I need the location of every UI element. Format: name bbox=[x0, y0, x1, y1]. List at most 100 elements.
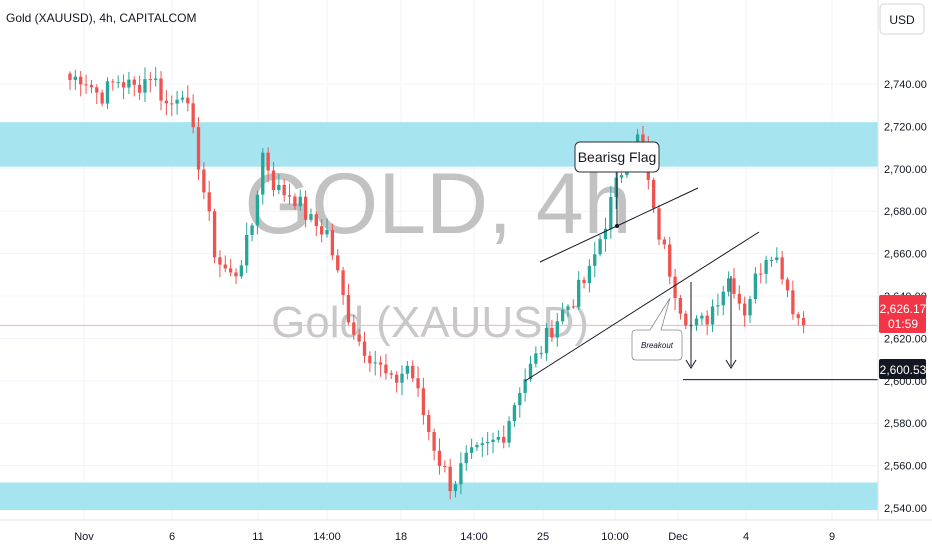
candle bbox=[801, 311, 806, 334]
candle bbox=[743, 296, 747, 327]
candle bbox=[362, 331, 367, 364]
candle bbox=[164, 90, 169, 116]
flag-label-dot bbox=[615, 224, 619, 228]
candle bbox=[571, 299, 575, 310]
time-tick-label: Dec bbox=[668, 531, 688, 543]
candle-body bbox=[159, 78, 163, 101]
candle-body bbox=[73, 76, 78, 80]
countdown-label: 01:59 bbox=[888, 317, 918, 331]
candle-body bbox=[469, 447, 474, 453]
candle-body bbox=[202, 169, 206, 193]
candle bbox=[127, 71, 131, 95]
candle bbox=[341, 266, 345, 305]
time-axis-background bbox=[0, 520, 932, 550]
candle-body bbox=[502, 436, 506, 443]
candle-body bbox=[710, 306, 715, 325]
target-price-label: 2,600.53 bbox=[880, 363, 927, 377]
symbol-title: Gold (XAUUSD), 4h, CAPITALCOM bbox=[6, 11, 197, 25]
candle-body bbox=[314, 214, 318, 227]
candle-body bbox=[325, 229, 329, 235]
target-arrow-2-head bbox=[725, 359, 737, 369]
candle bbox=[582, 276, 586, 289]
candle bbox=[218, 250, 222, 278]
candle-body bbox=[566, 306, 570, 310]
candle-body bbox=[84, 84, 88, 86]
candle bbox=[609, 185, 613, 239]
watermark-main: GOLD, 4h bbox=[244, 156, 631, 252]
candle bbox=[416, 366, 420, 397]
candle bbox=[336, 249, 340, 273]
candle-body bbox=[277, 184, 281, 191]
candle bbox=[775, 247, 779, 263]
zones bbox=[0, 122, 878, 511]
candle bbox=[507, 416, 511, 448]
candle bbox=[678, 294, 683, 320]
price-tick-label: 2,740.00 bbox=[884, 79, 927, 91]
candle-body bbox=[421, 388, 426, 416]
candle-body bbox=[303, 196, 308, 220]
supply-zone bbox=[0, 122, 878, 167]
candle bbox=[137, 75, 142, 101]
candle-body bbox=[368, 355, 372, 364]
candle bbox=[89, 79, 94, 94]
candle bbox=[469, 438, 474, 460]
candle bbox=[437, 438, 442, 475]
candle bbox=[453, 480, 458, 498]
candle-body bbox=[582, 279, 586, 284]
candle-body bbox=[234, 272, 238, 277]
candle bbox=[314, 211, 318, 237]
candle bbox=[250, 222, 254, 242]
current-price-badge-box bbox=[879, 295, 926, 333]
candle-body bbox=[743, 303, 747, 316]
candle-body bbox=[261, 152, 265, 195]
flag-upper-line bbox=[539, 187, 699, 263]
candle-body bbox=[443, 465, 447, 467]
current-price-badge: 2,626.17 01:59 bbox=[879, 295, 927, 333]
currency-button-box bbox=[879, 3, 925, 35]
candle-body bbox=[405, 365, 410, 374]
time-tick-label: 10:00 bbox=[601, 531, 629, 543]
candle-body bbox=[143, 79, 147, 93]
candle bbox=[523, 368, 527, 402]
candle-body bbox=[780, 257, 784, 280]
candle-body bbox=[250, 225, 254, 235]
candle bbox=[293, 193, 297, 210]
candle-body bbox=[759, 273, 763, 275]
breakout-callout[interactable]: Breakout bbox=[631, 297, 683, 361]
candle-body bbox=[796, 314, 800, 319]
candle-body bbox=[336, 255, 340, 271]
flag-callout[interactable]: Bearisg Flag bbox=[574, 141, 660, 173]
candles bbox=[68, 66, 806, 500]
flag-lower-line bbox=[524, 231, 760, 382]
candle bbox=[748, 295, 752, 323]
candle-body bbox=[196, 127, 201, 170]
candle bbox=[79, 71, 83, 97]
candle-body bbox=[539, 353, 543, 355]
candle-body bbox=[609, 196, 613, 229]
candle-body bbox=[228, 268, 233, 273]
candle bbox=[427, 409, 431, 441]
candle-body bbox=[389, 373, 393, 375]
candle bbox=[796, 311, 800, 326]
candle bbox=[603, 217, 608, 252]
target-price-badge-box bbox=[879, 359, 926, 379]
currency-button[interactable]: USD bbox=[879, 3, 925, 35]
candle-body bbox=[769, 260, 774, 262]
candle-body bbox=[673, 276, 677, 298]
candle-body bbox=[598, 239, 602, 255]
candle bbox=[668, 237, 672, 285]
candle-body bbox=[528, 363, 533, 380]
candle bbox=[411, 360, 415, 383]
candle bbox=[180, 90, 185, 103]
candle-body bbox=[287, 195, 292, 197]
candle bbox=[68, 71, 72, 91]
candle-body bbox=[89, 84, 94, 88]
candle-body bbox=[212, 211, 217, 258]
time-tick-label: 9 bbox=[829, 531, 835, 543]
candle bbox=[705, 310, 709, 336]
candle bbox=[539, 345, 543, 359]
candle bbox=[239, 259, 244, 279]
candle bbox=[373, 350, 377, 376]
time-tick-label: 18 bbox=[395, 531, 407, 543]
